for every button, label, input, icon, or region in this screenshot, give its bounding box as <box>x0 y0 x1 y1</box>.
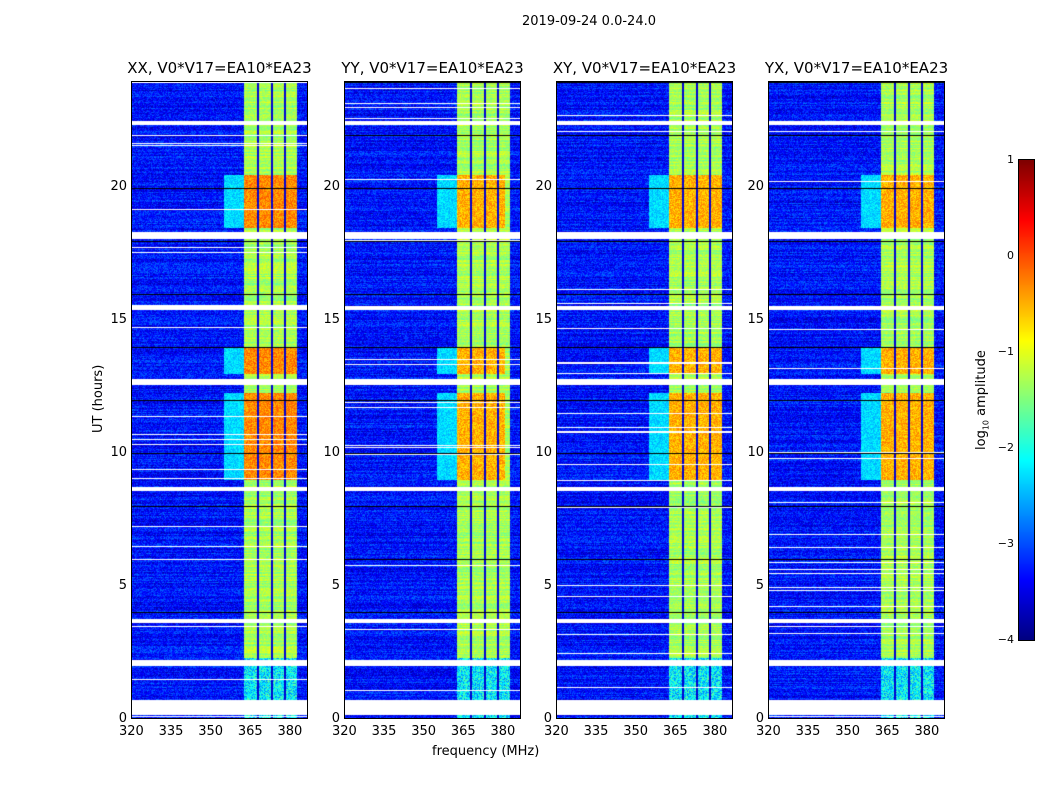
x-tick-label: 380 <box>702 724 728 739</box>
panel-title: YX, V0*V17=EA10*EA23 <box>764 59 949 77</box>
colorbar-tick-label: −1 <box>997 345 1014 358</box>
y-tick-label: 5 <box>331 578 340 594</box>
x-axis-label: frequency (MHz) <box>432 744 540 759</box>
y-tick-label: 0 <box>331 711 340 726</box>
x-tick-label: 335 <box>371 724 397 739</box>
y-tick-label: 20 <box>323 179 340 195</box>
y-tick-label: 10 <box>110 445 127 461</box>
panel-title: YY, V0*V17=EA10*EA23 <box>341 59 524 77</box>
y-tick-label: 20 <box>535 179 552 195</box>
x-tick-label: 365 <box>662 724 688 739</box>
x-tick-label: 365 <box>450 724 476 739</box>
y-tick-label: 15 <box>323 312 340 328</box>
colorbar-tick-label: 0 <box>1007 249 1014 262</box>
colorbar <box>1018 159 1035 641</box>
x-tick-label: 380 <box>490 724 516 739</box>
x-tick-label: 320 <box>756 724 781 739</box>
y-tick-label: 5 <box>543 578 552 594</box>
x-tick-label: 335 <box>795 724 821 739</box>
colorbar-tick-label: −3 <box>997 537 1014 550</box>
colorbar-tick-label: −2 <box>997 441 1014 454</box>
y-tick-label: 5 <box>755 578 764 594</box>
heatmap-panel-0 <box>131 81 308 719</box>
x-tick-label: 350 <box>411 724 437 739</box>
y-tick-label: 10 <box>747 445 764 461</box>
y-tick-label: 10 <box>323 445 340 461</box>
y-tick-label: 5 <box>118 578 127 594</box>
y-tick-label: 20 <box>747 179 764 195</box>
y-tick-label: 15 <box>535 312 552 328</box>
x-tick-label: 350 <box>835 724 861 739</box>
x-tick-label: 320 <box>119 724 144 739</box>
y-axis-label: UT (hours) <box>91 364 106 433</box>
x-tick-label: 380 <box>277 724 303 739</box>
x-tick-label: 335 <box>583 724 609 739</box>
x-tick-label: 350 <box>623 724 649 739</box>
colorbar-tick-label: −4 <box>997 633 1014 646</box>
x-tick-label: 350 <box>198 724 224 739</box>
y-tick-label: 20 <box>110 179 127 195</box>
colorbar-label: log10 amplitude <box>974 350 991 450</box>
y-tick-label: 0 <box>118 711 127 726</box>
y-tick-label: 15 <box>747 312 764 328</box>
panel-title: XX, V0*V17=EA10*EA23 <box>127 59 312 77</box>
x-tick-label: 380 <box>914 724 940 739</box>
y-tick-label: 15 <box>110 312 127 328</box>
heatmap-panel-1 <box>344 81 521 719</box>
y-tick-label: 0 <box>543 711 552 726</box>
colorbar-tick-label: 1 <box>1007 153 1014 166</box>
x-tick-label: 320 <box>544 724 569 739</box>
panel-title: XY, V0*V17=EA10*EA23 <box>552 59 737 77</box>
y-tick-label: 0 <box>755 711 764 726</box>
y-tick-label: 10 <box>535 445 552 461</box>
x-tick-label: 365 <box>237 724 263 739</box>
heatmap-panel-3 <box>768 81 945 719</box>
x-tick-label: 365 <box>874 724 900 739</box>
x-tick-label: 320 <box>332 724 357 739</box>
figure-title: 2019-09-24 0.0-24.0 <box>522 14 656 29</box>
heatmap-panel-2 <box>556 81 733 719</box>
x-tick-label: 335 <box>158 724 184 739</box>
